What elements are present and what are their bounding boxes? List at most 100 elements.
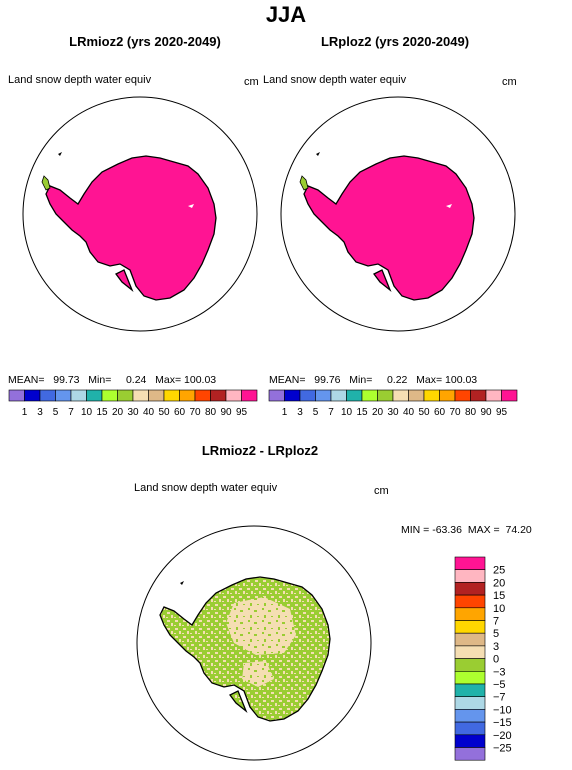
diff-interior-neutral-zone	[226, 597, 296, 655]
panel2-colorbar-swatch	[268, 389, 285, 402]
panel2-colorbar-swatch	[330, 389, 347, 402]
panel2-colorbar-tick-label: 10	[341, 407, 353, 418]
diff-colorbar-tick-label: 3	[493, 641, 499, 653]
season-title: JJA	[265, 2, 307, 27]
diff-colorbar-swatch	[454, 620, 486, 634]
panel2-min-label: Min=	[349, 374, 373, 386]
panel2-colorbar-swatch	[315, 389, 332, 402]
panel1-mean-value: 99.73	[53, 374, 80, 386]
diff-colorbar-swatch	[454, 556, 486, 570]
diff-colorbar-tick-label: 15	[493, 590, 505, 602]
panel2-mean-label: MEAN=	[269, 374, 306, 386]
panel2-colorbar-tick-label: 5	[313, 407, 319, 418]
panel1-colorbar-swatch	[24, 389, 41, 402]
panel2-colorbar-tick-label: 1	[282, 407, 288, 418]
panel1-colorbar-tick-label: 30	[127, 407, 139, 418]
panel1-colorbar-tick-label: 5	[53, 407, 59, 418]
diff-colorbar-tick-label: 20	[493, 577, 505, 589]
panel2-map	[280, 96, 516, 332]
diff-colorbar-swatch	[454, 734, 486, 748]
diff-max-value: 74.20	[505, 524, 532, 536]
panel2-variable-label: Land snow depth water equiv	[263, 74, 407, 86]
panel1-colorbar-swatch	[148, 389, 165, 402]
panel1-colorbar-tick-label: 20	[112, 407, 124, 418]
panel1-colorbar-tick-label: 90	[220, 407, 232, 418]
panel2-colorbar-tick-label: 50	[418, 407, 430, 418]
panel2-colorbar-swatch	[299, 389, 316, 402]
panel1-colorbar-tick-label: 7	[68, 407, 74, 418]
panel2-max-label: Max=	[416, 374, 443, 386]
panel2-max-value: 100.03	[445, 374, 478, 386]
panel1-colorbar-swatch	[70, 389, 87, 402]
diff-colorbar-tick-label: 7	[493, 616, 499, 628]
diff-min-value: -63.36	[432, 524, 462, 536]
panel1-min-value: 0.24	[125, 374, 147, 386]
panel1-colorbar-swatch	[101, 389, 118, 402]
diff-variable-label: Land snow depth water equiv	[134, 482, 278, 494]
diff-colorbar-tick-label: 25	[493, 565, 505, 577]
panel1-colorbar-tick-label: 15	[96, 407, 108, 418]
diff-colorbar-swatch	[454, 569, 486, 583]
panel1-colorbar-tick-label: 1	[22, 407, 28, 418]
panel1-max-value: 100.03	[184, 374, 217, 386]
panel1-colorbar-tick-label: 50	[158, 407, 170, 418]
diff-colorbar-swatch	[454, 645, 486, 659]
panel2-colorbar-tick-label: 3	[297, 407, 303, 418]
diff-island-mark	[180, 581, 184, 585]
panel1-colorbar-swatch	[39, 389, 56, 402]
panel1-colorbar-tick-label: 3	[37, 407, 43, 418]
diff-interior-neutral-zone-2	[242, 661, 274, 687]
panel1-unit-label: cm	[244, 76, 259, 88]
panel2-antarctica-field	[303, 155, 475, 301]
panel1-colorbar-swatch	[86, 389, 103, 402]
panel2-colorbar-tick-label: 15	[356, 407, 368, 418]
panel2-ice-shelf-notch	[446, 204, 452, 208]
panel1-colorbar-swatch	[163, 389, 180, 402]
panel1-max-label: Max=	[155, 374, 182, 386]
panel1-mean-label: MEAN=	[8, 374, 45, 386]
panel2-colorbar-swatch	[439, 389, 456, 402]
panel1-map	[22, 96, 258, 332]
panel1-colorbar-swatch	[8, 389, 25, 402]
diff-map	[136, 525, 372, 761]
panel2-mean-value: 99.76	[314, 374, 341, 386]
panel2-stats: MEAN= 99.76 Min= 0.22 Max= 100.03	[269, 374, 477, 386]
diff-colorbar-tick-label: −10	[493, 704, 512, 716]
panel1-colorbar-tick-label: 40	[143, 407, 155, 418]
panel2-colorbar: 1 3 5 7 10 15 20 30 40 50 60 70 80 90 95	[268, 389, 518, 418]
panel2-colorbar-tick-label: 20	[372, 407, 384, 418]
panel2-unit-label: cm	[502, 76, 517, 88]
panel2-colorbar-tick-label: 70	[449, 407, 461, 418]
panel2-island-mark	[316, 152, 320, 156]
diff-colorbar-tick-label: −7	[493, 692, 506, 704]
diff-colorbar-swatch	[454, 671, 486, 685]
panel2-colorbar-swatch	[454, 389, 471, 402]
panel1-island-mark	[58, 152, 62, 156]
diff-colorbar-tick-label: −20	[493, 730, 512, 742]
diff-colorbar-tick-label: 5	[493, 628, 499, 640]
panel1-colorbar: 1 3 5 7 10 15 20 30 40 50 60 70 80 90 95	[8, 389, 258, 418]
panel1-peninsula-tip	[41, 175, 51, 191]
panel2-colorbar-swatch	[346, 389, 363, 402]
diff-colorbar-tick-label: −25	[493, 743, 512, 755]
panel2-min-value: 0.22	[386, 374, 408, 386]
panel2-colorbar-swatch	[470, 389, 487, 402]
panel2-colorbar-swatch	[408, 389, 425, 402]
panel1-title: LRmioz2 (yrs 2020-2049)	[69, 34, 221, 49]
diff-unit-label: cm	[374, 485, 389, 497]
panel2-colorbar-tick-label: 40	[403, 407, 415, 418]
diff-colorbar-swatch	[454, 594, 486, 609]
panel2-colorbar-tick-label: 60	[434, 407, 446, 418]
diff-colorbar-tick-label: −5	[493, 679, 506, 691]
panel1-colorbar-tick-label: 80	[205, 407, 217, 418]
panel1-colorbar-tick-label: 60	[174, 407, 186, 418]
panel2-colorbar-tick-label: 7	[328, 407, 334, 418]
panel1-colorbar-swatch	[225, 389, 242, 402]
panel1-antarctica-field	[45, 155, 217, 301]
diff-colorbar-swatch	[454, 709, 486, 723]
panel2-colorbar-tick-label: 30	[387, 407, 399, 418]
diff-colorbar-tick-label: −3	[493, 666, 506, 678]
diff-colorbar-swatch	[454, 607, 486, 621]
panel1-colorbar-swatch	[210, 389, 227, 402]
